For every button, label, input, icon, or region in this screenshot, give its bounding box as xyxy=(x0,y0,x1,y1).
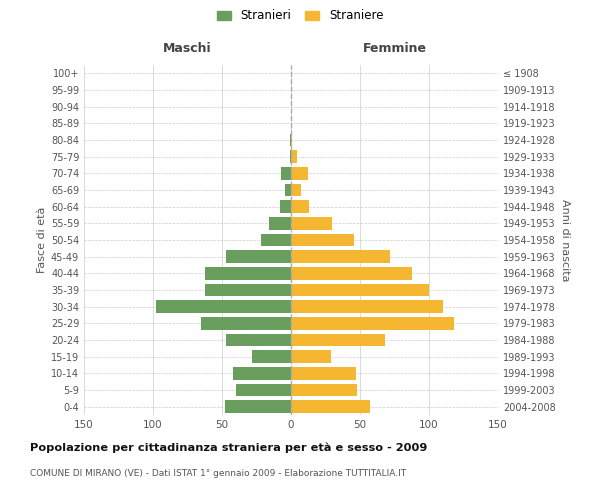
Bar xyxy=(291,200,309,213)
Bar xyxy=(291,184,301,196)
Bar xyxy=(280,200,291,213)
Y-axis label: Anni di nascita: Anni di nascita xyxy=(560,198,569,281)
Bar xyxy=(269,217,291,230)
Bar xyxy=(156,300,291,313)
Text: Maschi: Maschi xyxy=(163,42,212,55)
Bar xyxy=(291,300,443,313)
Bar xyxy=(225,400,291,413)
Bar xyxy=(291,267,412,280)
Bar xyxy=(291,217,332,230)
Bar xyxy=(291,350,331,363)
Bar xyxy=(290,150,291,163)
Bar xyxy=(236,384,291,396)
Text: Popolazione per cittadinanza straniera per età e sesso - 2009: Popolazione per cittadinanza straniera p… xyxy=(30,442,427,453)
Bar xyxy=(226,250,291,263)
Legend: Stranieri, Straniere: Stranieri, Straniere xyxy=(213,6,387,26)
Bar xyxy=(291,167,308,179)
Text: Femmine: Femmine xyxy=(362,42,427,55)
Bar xyxy=(291,400,370,413)
Bar xyxy=(291,367,356,380)
Bar xyxy=(290,134,291,146)
Bar xyxy=(286,184,291,196)
Bar xyxy=(291,334,385,346)
Text: COMUNE DI MIRANO (VE) - Dati ISTAT 1° gennaio 2009 - Elaborazione TUTTITALIA.IT: COMUNE DI MIRANO (VE) - Dati ISTAT 1° ge… xyxy=(30,468,406,477)
Bar xyxy=(205,284,291,296)
Bar xyxy=(202,317,291,330)
Bar xyxy=(291,150,296,163)
Bar xyxy=(291,384,357,396)
Bar xyxy=(291,234,355,246)
Bar xyxy=(226,334,291,346)
Bar xyxy=(281,167,291,179)
Bar xyxy=(233,367,291,380)
Y-axis label: Fasce di età: Fasce di età xyxy=(37,207,47,273)
Bar xyxy=(205,267,291,280)
Bar xyxy=(291,317,454,330)
Bar xyxy=(253,350,291,363)
Bar xyxy=(291,284,429,296)
Bar xyxy=(291,134,292,146)
Bar xyxy=(260,234,291,246)
Bar xyxy=(291,250,391,263)
